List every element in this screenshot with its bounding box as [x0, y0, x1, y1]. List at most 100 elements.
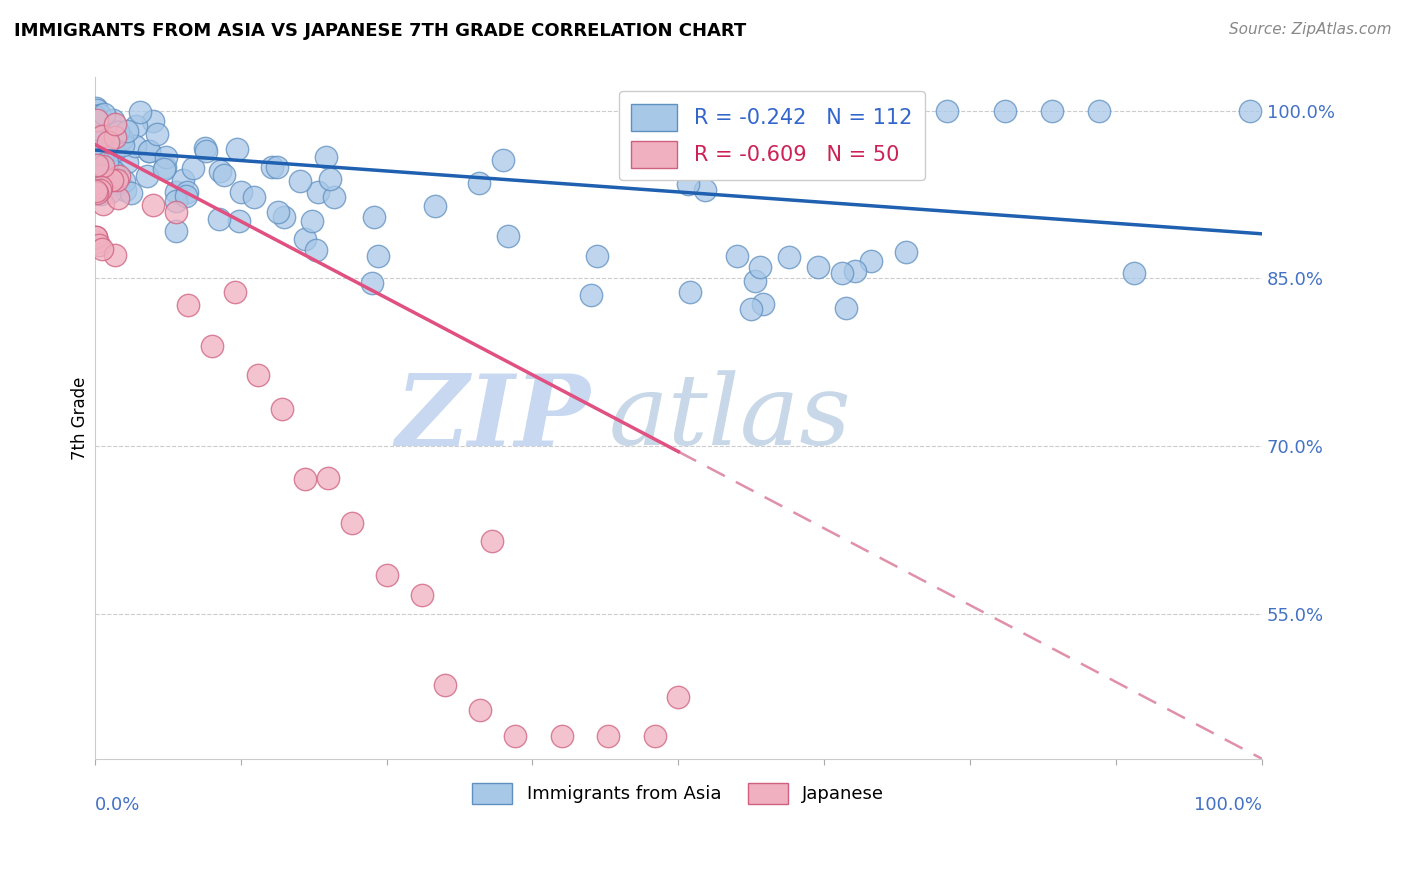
Point [86, 144, 108, 158]
Point [301, 214, 323, 228]
Point [86, 235, 108, 249]
Point [86, 112, 108, 127]
Point [90, 168, 112, 182]
Point [229, 185, 252, 199]
Point [247, 368, 270, 382]
Point [307, 186, 329, 200]
Point [86, 151, 108, 165]
Point [844, 264, 866, 278]
Point [778, 250, 800, 264]
Point [89, 108, 111, 122]
Point [550, 730, 572, 744]
Point [740, 302, 762, 317]
Point [101, 163, 124, 178]
Point [104, 129, 127, 144]
Point [91, 147, 114, 161]
Point [208, 164, 231, 178]
Point [503, 730, 526, 744]
Point [165, 224, 187, 238]
Point [468, 176, 491, 190]
Point [115, 124, 138, 138]
Point [294, 232, 316, 246]
Point [322, 189, 344, 203]
Text: Source: ZipAtlas.com: Source: ZipAtlas.com [1229, 22, 1392, 37]
Point [172, 172, 194, 186]
Point [200, 339, 222, 353]
Point [267, 205, 290, 219]
Point [93, 169, 115, 184]
Point [859, 254, 882, 268]
Point [273, 210, 295, 224]
Text: 0.0%: 0.0% [94, 797, 141, 814]
Point [492, 153, 515, 168]
Point [305, 243, 328, 257]
Point [783, 103, 806, 118]
Point [107, 176, 129, 190]
Point [194, 141, 217, 155]
Point [363, 211, 385, 225]
Point [498, 229, 520, 244]
Point [91, 159, 114, 173]
Point [89, 238, 111, 252]
Point [340, 516, 363, 530]
Point [598, 730, 620, 744]
Point [935, 103, 957, 118]
Point [97, 135, 120, 149]
Point [104, 123, 127, 137]
Point [225, 142, 247, 156]
Point [181, 161, 204, 175]
Point [243, 190, 266, 204]
Point [423, 199, 446, 213]
Point [112, 173, 135, 187]
Point [129, 105, 152, 120]
Point [86, 103, 108, 117]
Point [208, 212, 231, 227]
Point [165, 194, 187, 209]
Text: 100.0%: 100.0% [1194, 797, 1263, 814]
Point [744, 274, 766, 288]
Y-axis label: 7th Grade: 7th Grade [72, 376, 89, 459]
Point [84, 102, 107, 116]
Point [585, 249, 607, 263]
Point [111, 132, 134, 146]
Point [165, 185, 187, 199]
Point [579, 288, 602, 302]
Point [177, 298, 200, 312]
Point [86, 113, 108, 128]
Point [194, 145, 217, 159]
Point [270, 402, 292, 417]
Point [290, 174, 312, 188]
Point [114, 184, 136, 198]
Point [107, 169, 129, 183]
Point [96, 151, 118, 165]
Point [316, 471, 339, 485]
Point [212, 168, 235, 182]
Point [101, 173, 124, 187]
Point [104, 135, 127, 149]
Point [103, 117, 125, 131]
Point [120, 186, 142, 200]
Point [315, 150, 337, 164]
Legend: Immigrants from Asia, Japanese: Immigrants from Asia, Japanese [465, 776, 891, 811]
Point [96, 155, 118, 169]
Point [224, 285, 246, 300]
Point [994, 103, 1017, 118]
Point [84, 109, 107, 123]
Point [360, 276, 382, 290]
Point [115, 154, 138, 169]
Point [86, 186, 108, 200]
Point [260, 160, 283, 174]
Point [135, 169, 157, 183]
Point [725, 249, 748, 263]
Point [831, 266, 853, 280]
Point [112, 138, 135, 153]
Point [835, 301, 858, 315]
Point [98, 186, 121, 200]
Point [433, 678, 456, 692]
Point [93, 106, 115, 120]
Point [176, 185, 198, 199]
Point [1040, 103, 1063, 118]
Point [107, 191, 129, 205]
Point [367, 249, 389, 263]
Point [1087, 103, 1109, 118]
